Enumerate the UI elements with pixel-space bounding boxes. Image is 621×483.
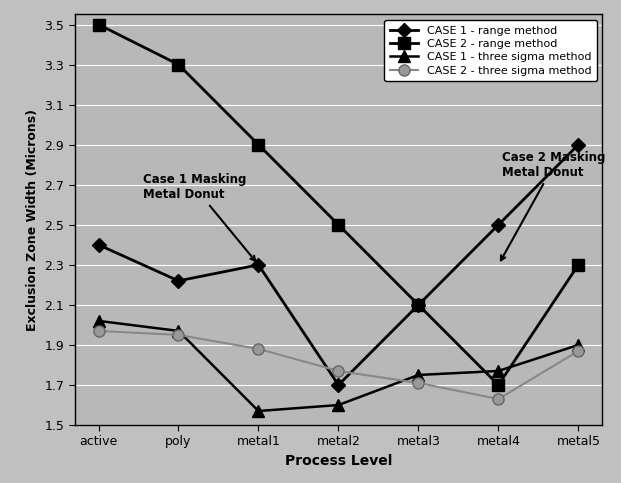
Line: CASE 1 - range method: CASE 1 - range method (94, 140, 583, 390)
Text: Case 1 Masking
Metal Donut: Case 1 Masking Metal Donut (142, 173, 255, 261)
CASE 1 - three sigma method (175, 328, 182, 334)
CASE 1 - range method (415, 302, 422, 308)
CASE 2 - three sigma method (95, 328, 102, 334)
Line: CASE 2 - range method: CASE 2 - range method (93, 19, 584, 391)
CASE 1 - range method (175, 278, 182, 284)
CASE 2 - range method (95, 22, 102, 28)
CASE 2 - three sigma method (574, 348, 582, 354)
CASE 1 - three sigma method (495, 368, 502, 374)
Line: CASE 1 - three sigma method: CASE 1 - three sigma method (93, 315, 584, 416)
CASE 1 - range method (574, 142, 582, 148)
Y-axis label: Exclusion Zone Width (Microns): Exclusion Zone Width (Microns) (25, 109, 39, 331)
Legend: CASE 1 - range method, CASE 2 - range method, CASE 1 - three sigma method, CASE : CASE 1 - range method, CASE 2 - range me… (384, 20, 597, 81)
CASE 1 - range method (495, 222, 502, 227)
CASE 1 - range method (335, 382, 342, 388)
CASE 2 - three sigma method (255, 346, 262, 352)
CASE 1 - three sigma method (95, 318, 102, 324)
CASE 2 - range method (495, 382, 502, 388)
X-axis label: Process Level: Process Level (285, 454, 392, 468)
CASE 1 - range method (255, 262, 262, 268)
Line: CASE 2 - three sigma method: CASE 2 - three sigma method (93, 326, 584, 405)
CASE 1 - three sigma method (415, 372, 422, 378)
CASE 2 - three sigma method (415, 380, 422, 386)
CASE 1 - three sigma method (574, 342, 582, 348)
CASE 2 - range method (255, 142, 262, 148)
CASE 2 - three sigma method (495, 396, 502, 402)
CASE 2 - three sigma method (175, 332, 182, 338)
CASE 2 - range method (415, 302, 422, 308)
Text: Case 2 Masking
Metal Donut: Case 2 Masking Metal Donut (501, 151, 605, 260)
CASE 2 - three sigma method (335, 368, 342, 374)
CASE 2 - range method (574, 262, 582, 268)
CASE 2 - range method (175, 62, 182, 68)
CASE 1 - three sigma method (335, 402, 342, 408)
CASE 1 - three sigma method (255, 408, 262, 414)
CASE 1 - range method (95, 242, 102, 248)
CASE 2 - range method (335, 222, 342, 227)
